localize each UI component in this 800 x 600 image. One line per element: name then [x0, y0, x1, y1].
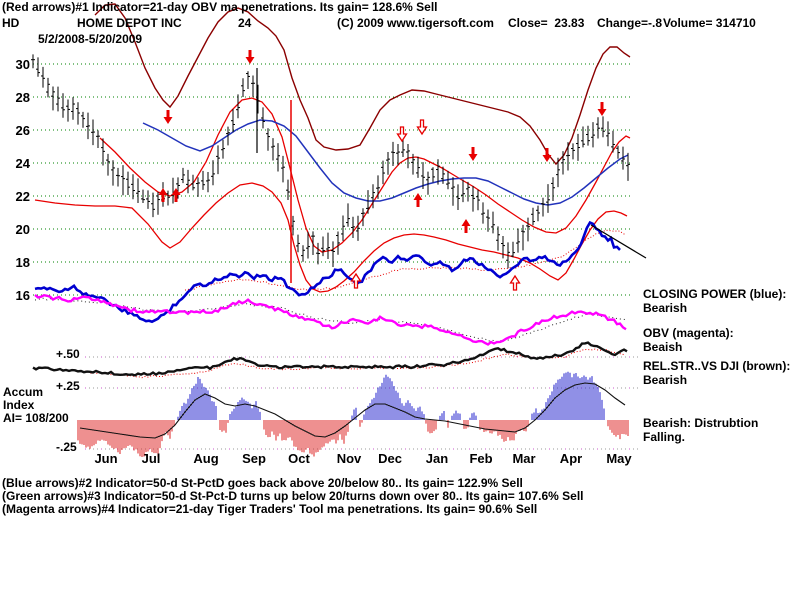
relstr-status: Bearish [643, 373, 688, 387]
footer-indicator-blue: (Blue arrows)#2 Indicator=50-d St-PctD g… [2, 476, 523, 490]
level-minus25-label: -.25 [56, 440, 77, 454]
accum-index-value: AI= 108/200 [3, 411, 69, 425]
month-label: Jul [141, 451, 161, 466]
accum-index-word1: Accum [3, 385, 44, 399]
company-name: HOME DEPOT INC [77, 16, 182, 30]
volume-value: Volume= 314710 [663, 16, 756, 30]
closing-power-title: CLOSING POWER (blue): [643, 287, 787, 301]
change-value: Change=-.8 [597, 16, 663, 30]
copyright-label: (C) 2009 www.tigersoft.com [337, 16, 494, 30]
price-axis-label: 20 [15, 222, 30, 237]
month-label: Feb [469, 451, 493, 466]
obv-title: OBV (magenta): [643, 326, 734, 340]
price-axis-label: 24 [15, 156, 30, 171]
price-axis-label: 28 [15, 90, 30, 105]
date-range: 5/2/2008-5/20/2009 [38, 32, 143, 46]
price-axis-label: 18 [15, 255, 30, 270]
price-axis-label: 16 [15, 288, 30, 303]
footer-indicator-magenta: (Magenta arrows)#4 Indicator=21-day Tige… [2, 502, 538, 516]
month-label: Dec [378, 451, 402, 466]
month-label: Jun [94, 451, 118, 466]
month-label: Jan [425, 451, 449, 466]
price-axis-label: 30 [15, 57, 30, 72]
obv-status: Beaish [643, 340, 683, 354]
month-label: May [606, 451, 632, 466]
month-label: Sep [242, 451, 266, 466]
month-label: Nov [336, 451, 362, 466]
header-indicator-line: (Red arrows)#1 Indicator=21-day OBV ma p… [2, 0, 438, 14]
month-label: Apr [559, 451, 583, 466]
level-plus50-label: +.50 [56, 347, 80, 361]
price-axis-label: 22 [15, 189, 30, 204]
closing-power-status: Bearish [643, 301, 688, 315]
last-price-label: 24 [238, 16, 252, 30]
month-label: Mar [512, 451, 536, 466]
level-plus25-label: +.25 [56, 379, 80, 393]
footer-indicator-green: (Green arrows)#3 Indicator=50-d St-Pct-D… [2, 489, 584, 503]
month-label: Oct [288, 451, 310, 466]
summary-status: Bearish: Distrubtion Falling. [643, 416, 759, 444]
ticker-symbol: HD [2, 16, 20, 30]
close-value: Close= 23.83 [508, 16, 585, 30]
accum-index-word2: Index [3, 398, 35, 412]
month-label: Aug [193, 451, 219, 466]
relstr-title: REL.STR..VS DJI (brown): [643, 359, 791, 373]
price-axis-label: 26 [15, 123, 30, 138]
